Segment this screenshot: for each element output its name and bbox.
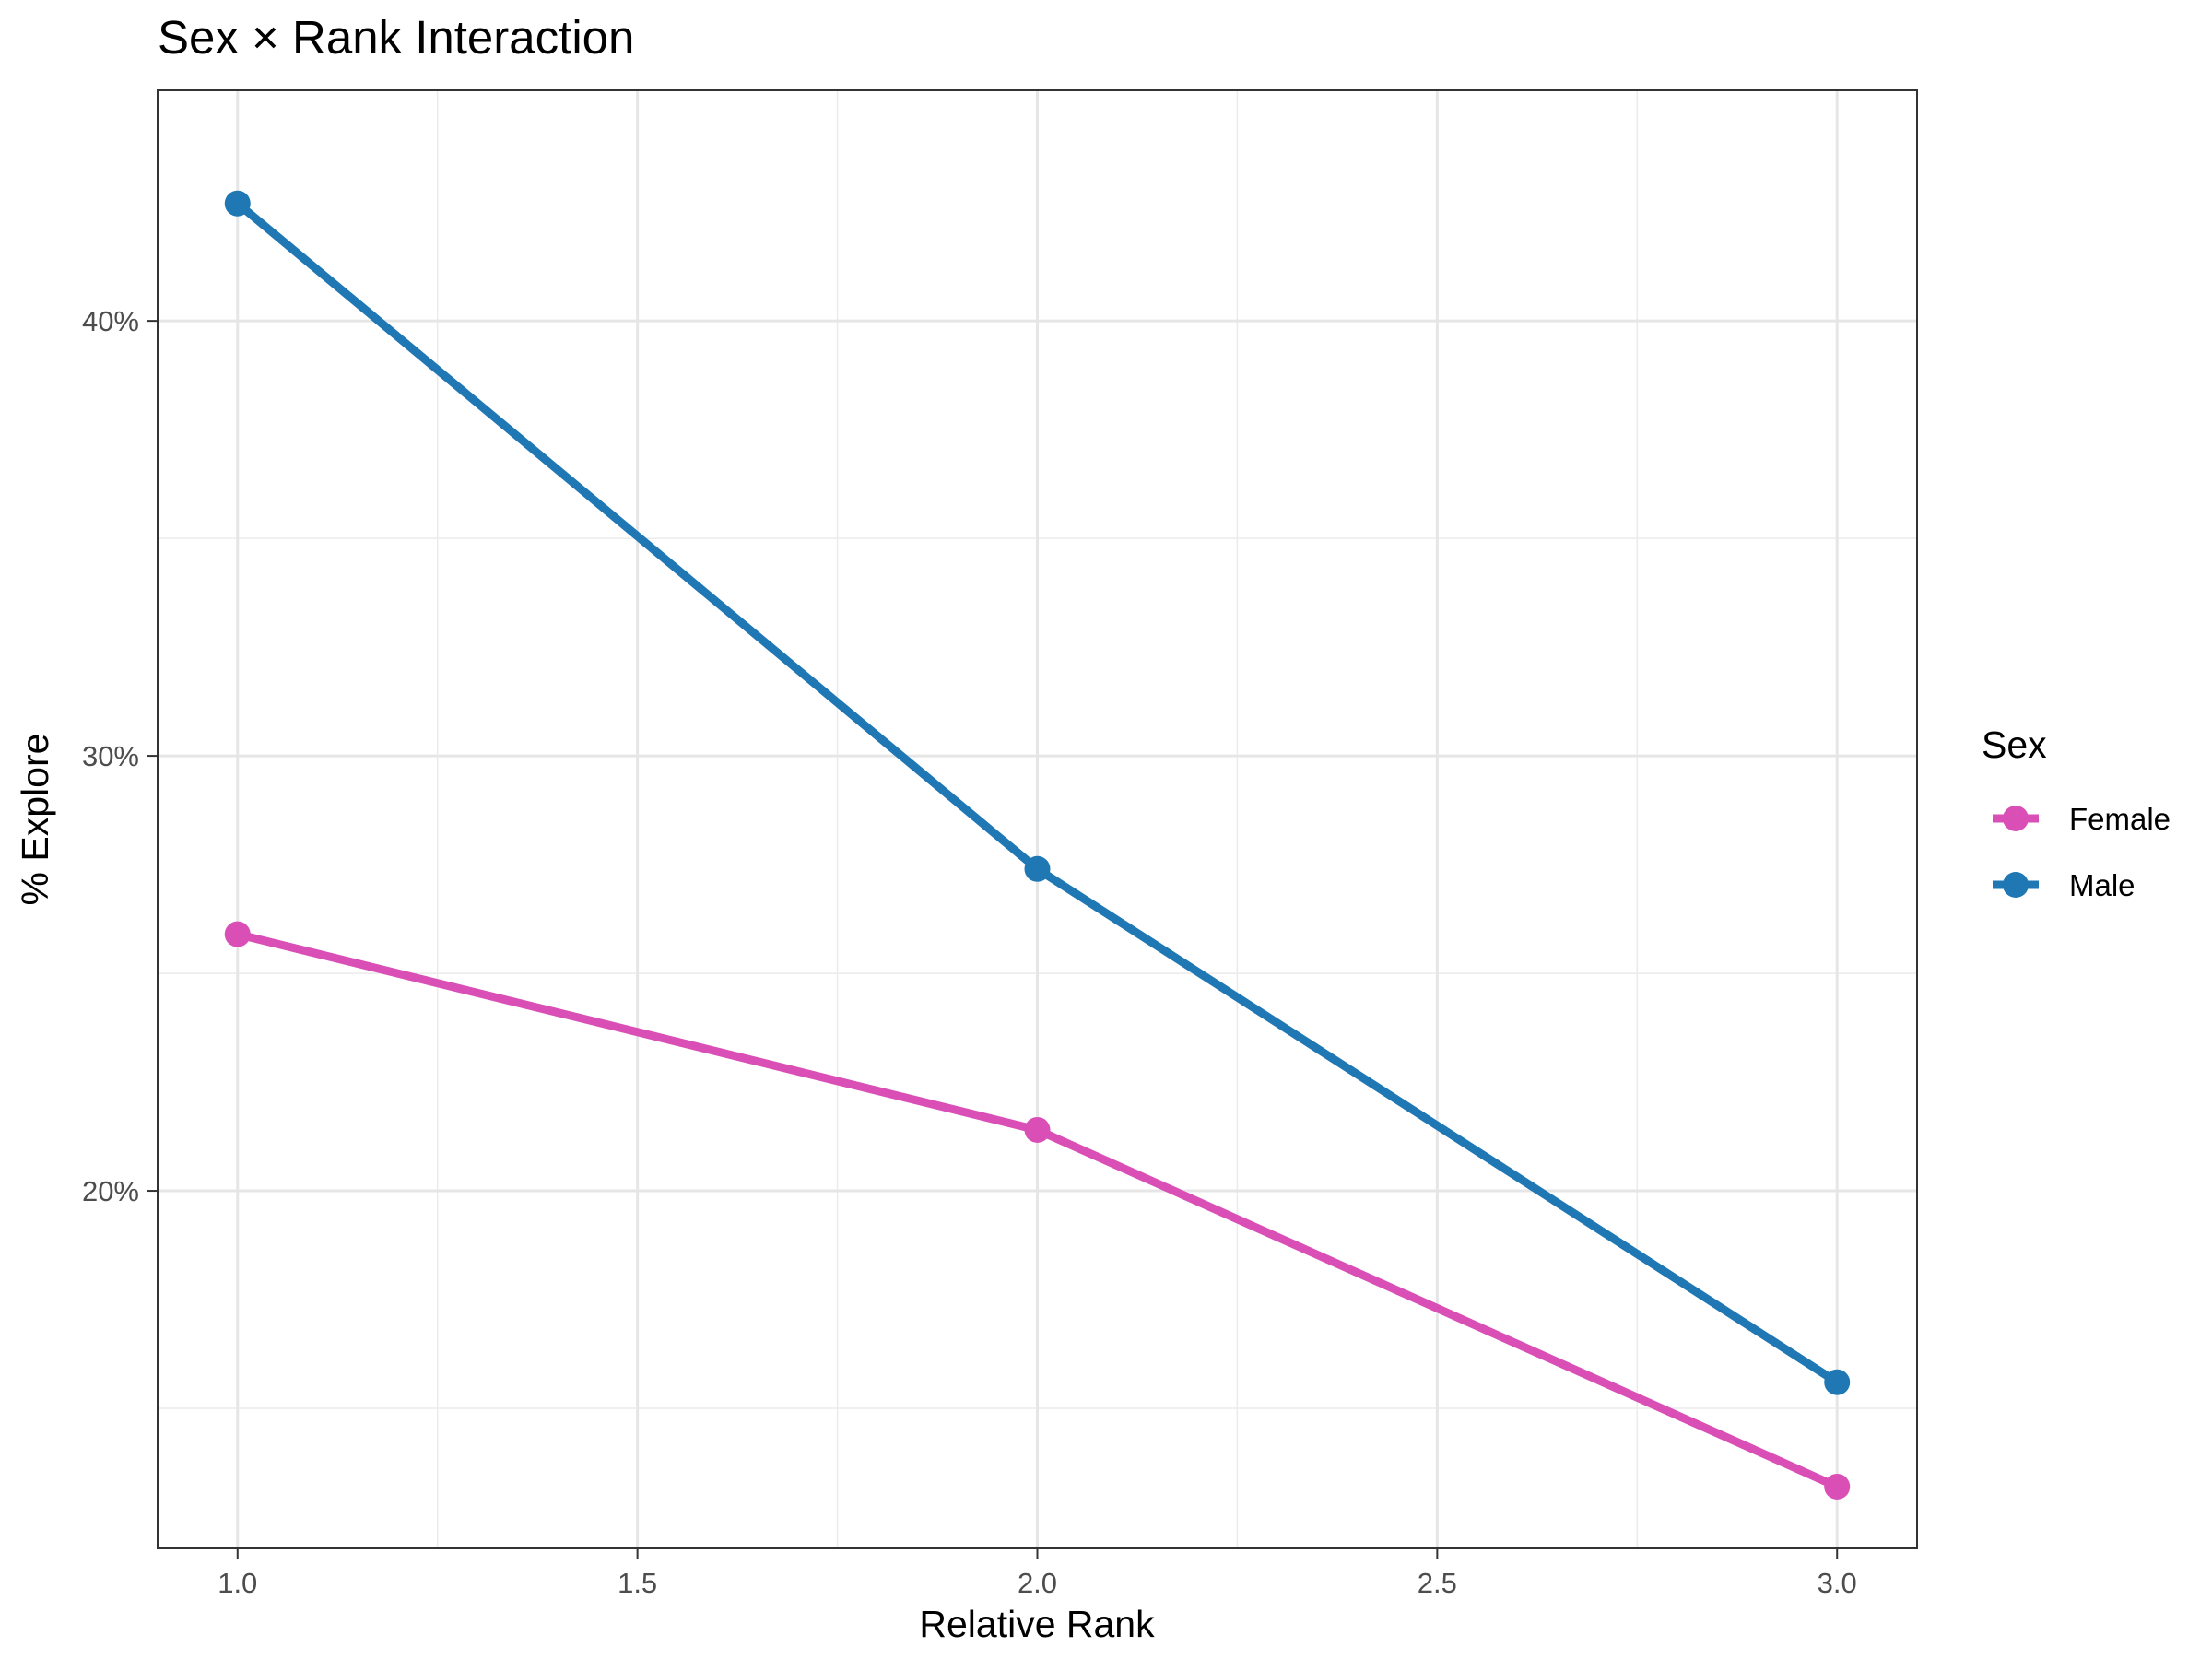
legend-title: Sex bbox=[1982, 724, 2047, 766]
legend-point-male bbox=[2003, 872, 2029, 898]
x-tick-label: 3.0 bbox=[1818, 1567, 1857, 1599]
x-tick-label: 1.5 bbox=[618, 1567, 657, 1599]
data-point-male bbox=[224, 190, 251, 217]
y-axis: 20% 30% 40% bbox=[82, 305, 158, 1207]
legend: Sex Female Male bbox=[1982, 724, 2171, 902]
data-point-female bbox=[224, 921, 251, 947]
y-tick-label: 20% bbox=[82, 1175, 139, 1207]
x-axis-title: Relative Rank bbox=[919, 1603, 1155, 1645]
legend-item-female: Female bbox=[1993, 802, 2171, 836]
data-point-male bbox=[1024, 855, 1051, 882]
data-point-female bbox=[1024, 1116, 1051, 1143]
legend-item-male: Male bbox=[1993, 868, 2136, 902]
x-tick-label: 2.0 bbox=[1018, 1567, 1057, 1599]
chart-title: Sex × Rank Interaction bbox=[158, 11, 634, 64]
x-tick-label: 2.5 bbox=[1418, 1567, 1457, 1599]
legend-keys: Female Male bbox=[1993, 802, 2171, 902]
data-point-female bbox=[1824, 1473, 1851, 1500]
legend-label-male: Male bbox=[2069, 868, 2136, 902]
legend-label-female: Female bbox=[2069, 802, 2171, 836]
x-axis: 1.0 1.5 2.0 2.5 3.0 bbox=[218, 1548, 1857, 1599]
y-tick-label: 30% bbox=[82, 740, 139, 772]
data-point-male bbox=[1824, 1369, 1851, 1395]
x-tick-label: 1.0 bbox=[218, 1567, 257, 1599]
series-points bbox=[224, 190, 1851, 1500]
y-tick-label: 40% bbox=[82, 305, 139, 337]
y-axis-title: % Explore bbox=[14, 734, 56, 906]
legend-point-female bbox=[2003, 806, 2029, 831]
